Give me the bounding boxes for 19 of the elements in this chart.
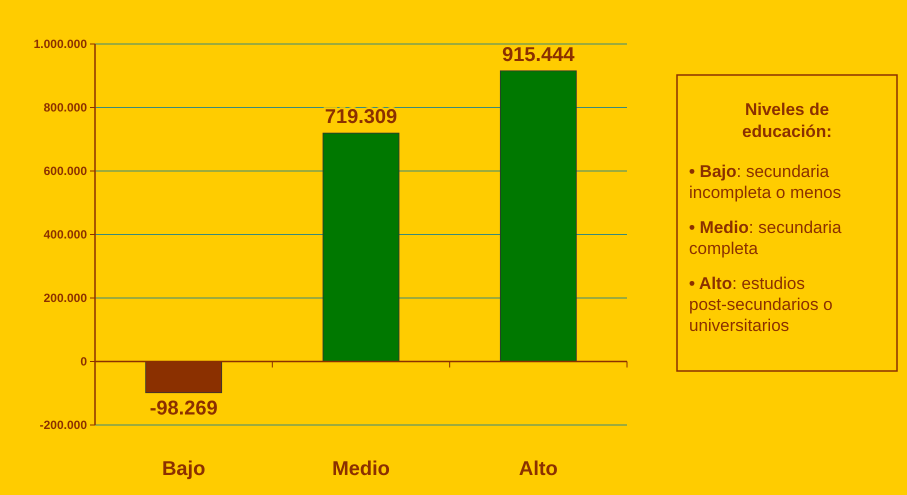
text: • Alto: estudios post-secundarios o universitarios [689,274,833,335]
x-tick-label: Bajo [162,458,206,480]
y-tick-label: 800.000 [44,100,88,115]
data-label: 915.444 [502,44,576,66]
text: • Bajo: secundaria incompleta o menos [689,162,842,202]
y-tick-label: 200.000 [44,291,88,306]
y-tick-label: 0 [80,354,88,369]
data-label: 719.309 [324,106,398,128]
y-tick-label: -200.000 [40,418,88,432]
bar [322,132,400,362]
y-tick-label: 600.000 [44,164,88,178]
x-tick-label: Medio [332,458,390,480]
bar [500,70,577,362]
x-tick-label: Alto [518,458,558,480]
text: • Medio: secundaria completa [689,218,842,258]
y-tick-label: 1.000.000 [34,37,88,52]
y-tick-label: 400.000 [44,228,88,242]
text: Niveles de educación: [742,100,832,141]
data-label: -98.269 [150,398,218,420]
